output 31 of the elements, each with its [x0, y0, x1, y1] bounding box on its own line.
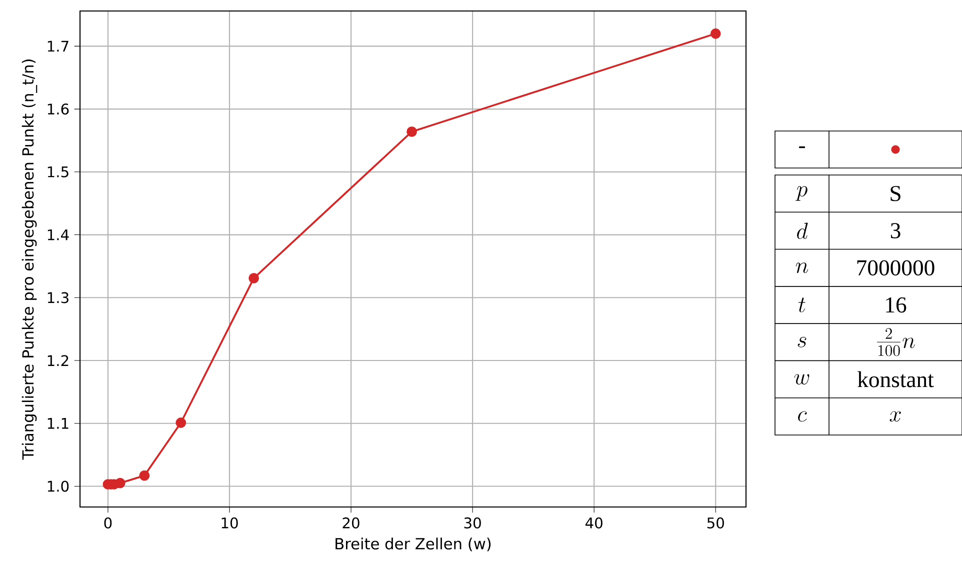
text: 16: [886, 297, 906, 313]
text: $w$: [794, 374, 810, 384]
text: $p$: [796, 186, 808, 201]
y-tick-label: 1.4: [48, 229, 69, 240]
y-tick-label: 1.5: [48, 166, 68, 178]
text: $d$: [797, 222, 808, 239]
text: $\frac{2}{100}n$: [877, 328, 915, 356]
text: S: [890, 186, 900, 202]
text: $s$: [798, 336, 806, 348]
y-tick-label: 1.3: [48, 292, 68, 304]
text: 7000000: [857, 260, 934, 276]
y-tick-label: 1.2: [48, 355, 68, 366]
text: $x$: [890, 411, 901, 422]
y-tick-label: 1.0: [48, 480, 69, 492]
text: 3: [890, 223, 900, 238]
y-tick-label: 1.7: [48, 40, 68, 52]
x-tick-label: 50: [707, 517, 724, 528]
x-tick-label: 0: [104, 517, 112, 528]
text: $n$: [796, 262, 808, 274]
x-tick-label: 10: [222, 517, 238, 528]
y-axis-title: Triangulierte Punkte pro eingegebenen Punkt (n_t/n): [22, 60, 38, 460]
x-tick-label: 30: [464, 517, 481, 528]
text: $t$: [798, 298, 806, 312]
text: konstant: [858, 371, 934, 388]
y-tick-label: 1.6: [48, 104, 69, 115]
text: -: [799, 146, 805, 148]
x-axis-title: Breite der Zellen (w): [336, 538, 491, 552]
x-tick-label: 40: [585, 517, 602, 528]
y-tick-label: 1.1: [48, 418, 68, 429]
x-tick-label: 20: [342, 517, 360, 528]
text: $c$: [798, 411, 807, 422]
